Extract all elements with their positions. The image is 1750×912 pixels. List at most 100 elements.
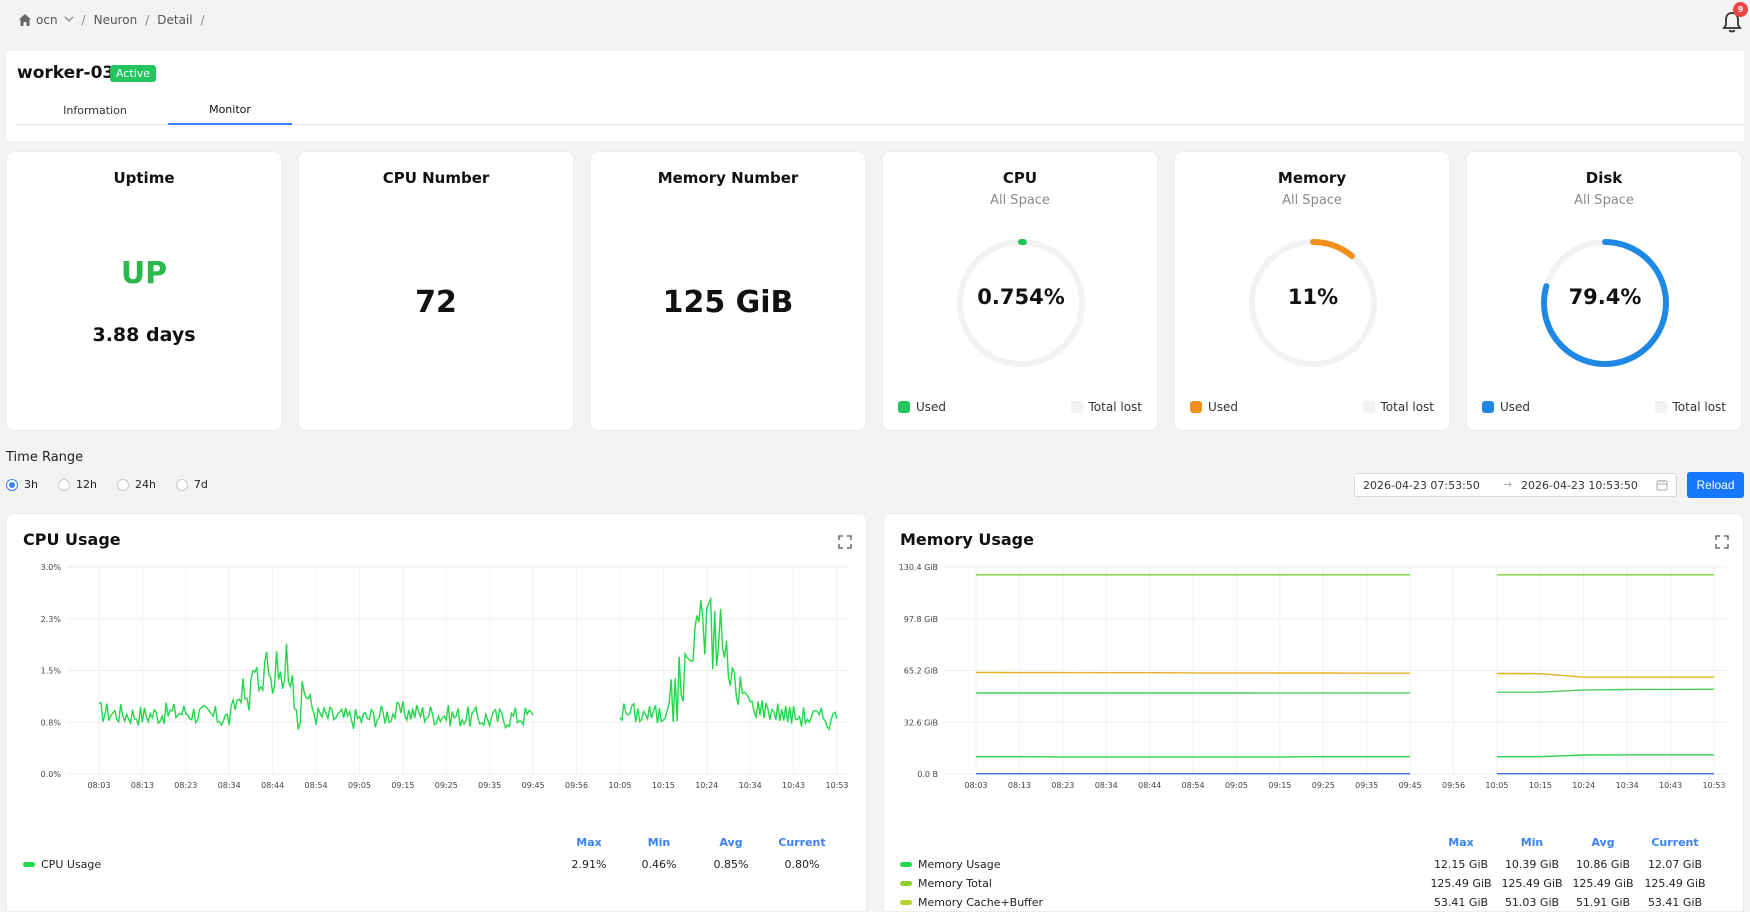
x-tick-label: 09:56 (1442, 781, 1465, 790)
x-tick-label: 09:15 (391, 781, 414, 790)
stat-value: 51.03 GiB (1504, 896, 1560, 909)
legend-swatch (23, 862, 35, 867)
gauge-arc (1541, 239, 1669, 367)
legend-swatch (1654, 401, 1667, 413)
x-tick-label: 10:34 (739, 781, 762, 790)
chevron-down-icon[interactable] (64, 15, 74, 26)
legend-memory-cache-buffer[interactable]: Memory Cache+Buffer (900, 896, 1043, 909)
stat-value: 10.86 GiB (1575, 858, 1631, 871)
page-title: worker-03 (17, 63, 115, 83)
x-tick-label: 08:03 (964, 781, 987, 790)
y-tick-label: 97.8 GiB (904, 615, 938, 624)
stat-value: 0.80% (784, 858, 820, 871)
cpu-number-title: CPU Number (382, 169, 490, 187)
stat-header-max: Max (1448, 836, 1474, 849)
radio-7d[interactable]: 7d (175, 478, 208, 491)
radio-button[interactable] (175, 478, 188, 491)
legend-swatch (900, 900, 912, 905)
stat-header-min: Min (1520, 836, 1544, 849)
gauge-arc (1249, 239, 1377, 367)
legend-swatch (898, 401, 910, 413)
range-end-input[interactable]: 2026-04-23 10:53:50 (1521, 479, 1638, 492)
y-tick-label: 2.3% (41, 615, 62, 624)
legend-label: Memory Total (918, 877, 992, 890)
y-tick-label: 0.0% (41, 770, 62, 779)
uptime-title: Uptime (113, 169, 175, 187)
stat-header-current: Current (1651, 836, 1699, 849)
legend-cpu-usage[interactable]: CPU Usage (23, 858, 101, 871)
uptime-card: Uptime UP 3.88 days (6, 151, 282, 431)
radio-button[interactable] (6, 478, 18, 491)
x-tick-label: 10:24 (695, 781, 718, 790)
disk-gauge-title: Disk (1585, 169, 1623, 187)
radio-24h[interactable]: 24h (116, 478, 156, 491)
disk-gauge-value: 79.4% (1568, 285, 1642, 309)
stat-value: 51.91 GiB (1575, 896, 1631, 909)
calendar-icon[interactable] (1656, 479, 1668, 491)
radio-button[interactable] (57, 478, 70, 491)
x-tick-label: 09:25 (1312, 781, 1335, 790)
tab-information[interactable]: Information (63, 103, 127, 117)
stat-value: 12.15 GiB (1433, 858, 1489, 871)
stat-value: 10.39 GiB (1504, 858, 1560, 871)
home-icon[interactable] (18, 13, 32, 27)
node-header: worker-03 Active Information Monitor (6, 51, 1744, 141)
legend-used: Used (1190, 400, 1238, 414)
x-tick-label: 10:34 (1616, 781, 1639, 790)
radio-button[interactable] (116, 478, 129, 491)
stat-value: 125.49 GiB (1430, 877, 1492, 890)
cpu-usage-panel: CPU Usage 0.0% 0.8% 1.5% 2.3% 3.0% 08:03 08:13… (6, 513, 867, 912)
breadcrumb-neuron[interactable]: Neuron (93, 13, 138, 27)
arrow-right-icon: → (1503, 478, 1513, 491)
date-range-picker[interactable]: 2026-04-23 07:53:50 → 2026-04-23 10:53:5… (1354, 473, 1677, 497)
legend-total-label: Total lost (1672, 400, 1726, 414)
breadcrumb-cluster[interactable]: ocn (36, 13, 58, 27)
series-line (619, 596, 838, 731)
y-tick-label: 0.8% (41, 718, 62, 727)
top-bar: ocn / Neuron / Detail / 9 (0, 0, 1750, 46)
x-tick-label: 08:13 (131, 781, 154, 790)
legend-memory-usage[interactable]: Memory Usage (900, 858, 1001, 871)
x-tick-label: 09:25 (435, 781, 458, 790)
y-tick-label: 3.0% (41, 563, 62, 572)
legend-total: Total lost (1362, 400, 1434, 414)
legend-label: CPU Usage (41, 858, 102, 871)
x-tick-label: 09:05 (1225, 781, 1248, 790)
x-tick-label: 08:23 (174, 781, 197, 790)
expand-icon[interactable] (838, 534, 852, 549)
expand-icon[interactable] (1715, 534, 1729, 549)
stat-header-avg: Avg (1591, 836, 1615, 849)
reload-button[interactable]: Reload (1687, 472, 1744, 498)
memory-chart-title: Memory Usage (900, 530, 1034, 549)
range-start-input[interactable]: 2026-04-23 07:53:50 (1363, 479, 1480, 492)
memory-gauge-value: 11% (1287, 285, 1339, 309)
y-tick-label: 32.6 GiB (904, 718, 938, 727)
legend-swatch (900, 862, 912, 867)
legend-total: Total lost (1654, 400, 1726, 414)
radio-3h[interactable]: 3h (6, 478, 38, 491)
uptime-status: UP (120, 256, 168, 291)
disk-gauge-card: Disk All Space 79.4% Used Total lost (1466, 151, 1742, 431)
cpu-gauge-subtitle: All Space (990, 193, 1050, 208)
legend-memory-total[interactable]: Memory Total (900, 877, 992, 890)
breadcrumb-detail: Detail (157, 13, 193, 27)
x-tick-label: 10:43 (1659, 781, 1682, 790)
cpu-gauge-card: CPU All Space 0.754% Used Total lost (882, 151, 1158, 431)
memory-gauge-card: Memory All Space 11% Used Total lost (1174, 151, 1450, 431)
radio-12h[interactable]: 12h (57, 478, 97, 491)
breadcrumb: ocn / Neuron / Detail / (18, 13, 213, 27)
x-tick-label: 10:15 (652, 781, 675, 790)
memory-usage-panel: Memory Usage 0.0 B 32.6 GiB 65.2 GiB 97.8 G… (883, 513, 1744, 912)
x-tick-label: 10:53 (1702, 781, 1725, 790)
legend-used: Used (898, 400, 946, 414)
tab-monitor[interactable]: Monitor (168, 95, 292, 125)
cpu-gauge-ring (957, 239, 1085, 367)
x-tick-label: 09:56 (565, 781, 588, 790)
memory-number-value: 125 GiB (662, 285, 794, 320)
x-tick-label: 08:23 (1051, 781, 1074, 790)
x-tick-label: 08:44 (261, 781, 284, 790)
breadcrumb-separator: / (145, 13, 150, 27)
cpu-gauge-title: CPU (1002, 169, 1038, 187)
memory-gauge-title: Memory (1277, 169, 1347, 187)
stat-header-max: Max (576, 836, 602, 849)
